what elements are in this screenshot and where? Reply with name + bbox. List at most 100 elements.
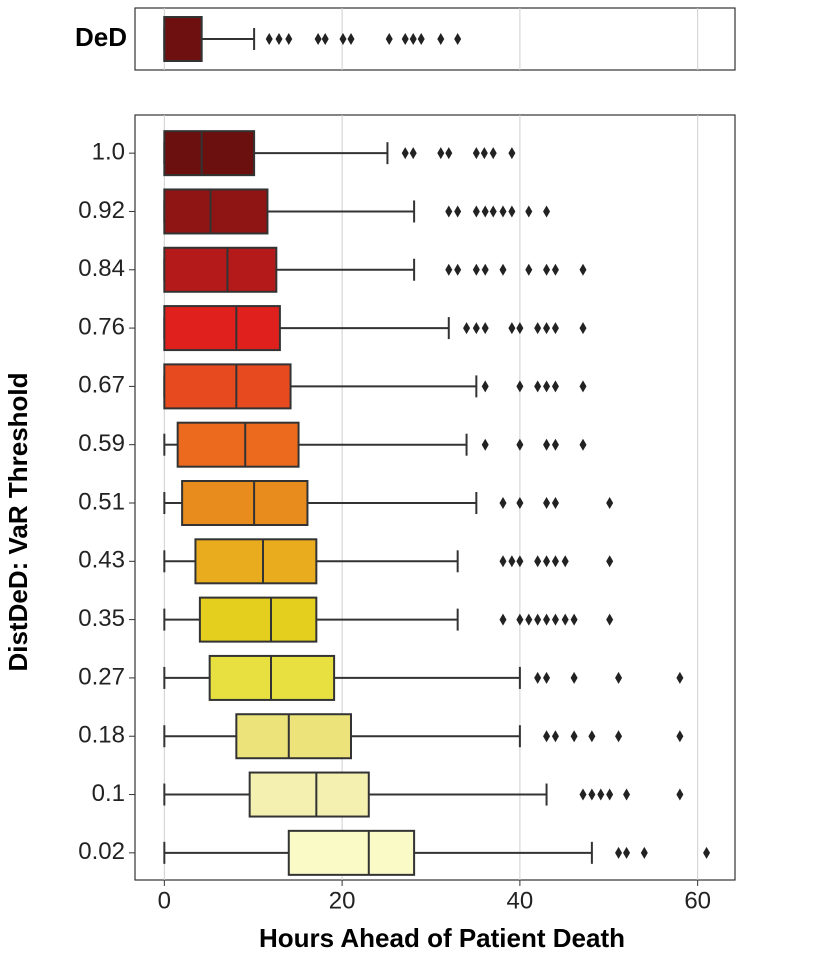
- outlier: [534, 555, 542, 568]
- outlier: [570, 671, 578, 684]
- outlier: [551, 438, 559, 451]
- outlier: [401, 147, 409, 160]
- outlier: [445, 205, 453, 218]
- box: [248, 771, 370, 818]
- outlier: [499, 263, 507, 276]
- y-tick-label: 0.59: [78, 430, 125, 457]
- outlier: [285, 33, 293, 45]
- outlier: [437, 147, 445, 160]
- outlier: [703, 846, 711, 859]
- box: [163, 363, 292, 410]
- outlier: [489, 205, 497, 218]
- outlier: [314, 33, 322, 45]
- box: [163, 130, 256, 177]
- outlier: [508, 147, 516, 160]
- x-tick-label: 40: [507, 887, 534, 914]
- outlier: [499, 613, 507, 626]
- outlier: [437, 33, 445, 45]
- outlier: [676, 788, 684, 801]
- outlier: [543, 497, 551, 509]
- outlier: [543, 671, 551, 684]
- outlier: [570, 730, 578, 743]
- outlier: [543, 205, 551, 218]
- outlier: [516, 555, 524, 568]
- outlier: [615, 671, 623, 684]
- outlier: [508, 555, 516, 568]
- outlier: [543, 613, 551, 626]
- outlier: [339, 33, 347, 45]
- outlier: [481, 263, 489, 276]
- box: [198, 596, 318, 643]
- outlier: [401, 33, 409, 45]
- outlier: [543, 322, 551, 335]
- x-tick-label: 20: [329, 887, 356, 914]
- y-tick-label: 1.0: [92, 138, 125, 165]
- outlier: [534, 613, 542, 626]
- outlier: [445, 263, 453, 276]
- box: [163, 246, 278, 293]
- outlier: [543, 438, 551, 451]
- outlier: [606, 555, 614, 568]
- outlier: [265, 33, 273, 45]
- outlier: [481, 205, 489, 218]
- outlier: [525, 263, 533, 276]
- outlier: [543, 555, 551, 568]
- outlier: [516, 322, 524, 335]
- outlier: [409, 147, 417, 160]
- outlier: [543, 380, 551, 393]
- outlier: [570, 613, 578, 626]
- outlier: [499, 205, 507, 218]
- y-tick-label: 0.35: [78, 605, 125, 632]
- outlier: [623, 788, 631, 801]
- box: [287, 829, 416, 876]
- outlier: [417, 33, 425, 45]
- outlier: [508, 205, 516, 218]
- outlier: [579, 322, 587, 335]
- outlier: [275, 33, 283, 45]
- outlier: [551, 613, 559, 626]
- outlier: [516, 497, 524, 509]
- y-tick-label: 0.51: [78, 488, 125, 515]
- outlier: [508, 322, 516, 335]
- box: [163, 305, 281, 352]
- outlier: [606, 788, 614, 801]
- outlier: [623, 846, 631, 859]
- outlier: [588, 788, 596, 801]
- y-tick-label: 0.43: [78, 547, 125, 574]
- y-tick-label: 0.02: [78, 838, 125, 865]
- outlier: [499, 497, 507, 509]
- outlier: [481, 380, 489, 393]
- outlier: [676, 671, 684, 684]
- outlier: [454, 205, 462, 218]
- outlier: [321, 33, 329, 45]
- outlier: [588, 730, 596, 743]
- outlier: [481, 438, 489, 451]
- outlier: [499, 555, 507, 568]
- outlier: [525, 205, 533, 218]
- outlier: [516, 438, 524, 451]
- outlier: [640, 846, 648, 859]
- outlier: [454, 263, 462, 276]
- outlier: [409, 33, 417, 45]
- y-tick-label: 0.18: [78, 722, 125, 749]
- x-tick-label: 60: [684, 887, 711, 914]
- outlier: [347, 33, 355, 45]
- outlier: [481, 322, 489, 335]
- box: [194, 538, 318, 585]
- box: [163, 16, 203, 62]
- outlier: [597, 788, 605, 801]
- y-tick-label: 0.76: [78, 313, 125, 340]
- outlier: [516, 613, 524, 626]
- outlier: [454, 33, 462, 45]
- box: [163, 188, 269, 235]
- outlier: [579, 263, 587, 276]
- outlier: [543, 730, 551, 743]
- outlier: [489, 147, 497, 160]
- outlier: [579, 438, 587, 451]
- box: [176, 421, 300, 468]
- y-tick-label: 0.84: [78, 255, 125, 282]
- x-tick-label: 0: [158, 887, 171, 914]
- outlier: [445, 147, 453, 160]
- y-axis-label: DistDeD: VaR Threshold: [3, 372, 33, 671]
